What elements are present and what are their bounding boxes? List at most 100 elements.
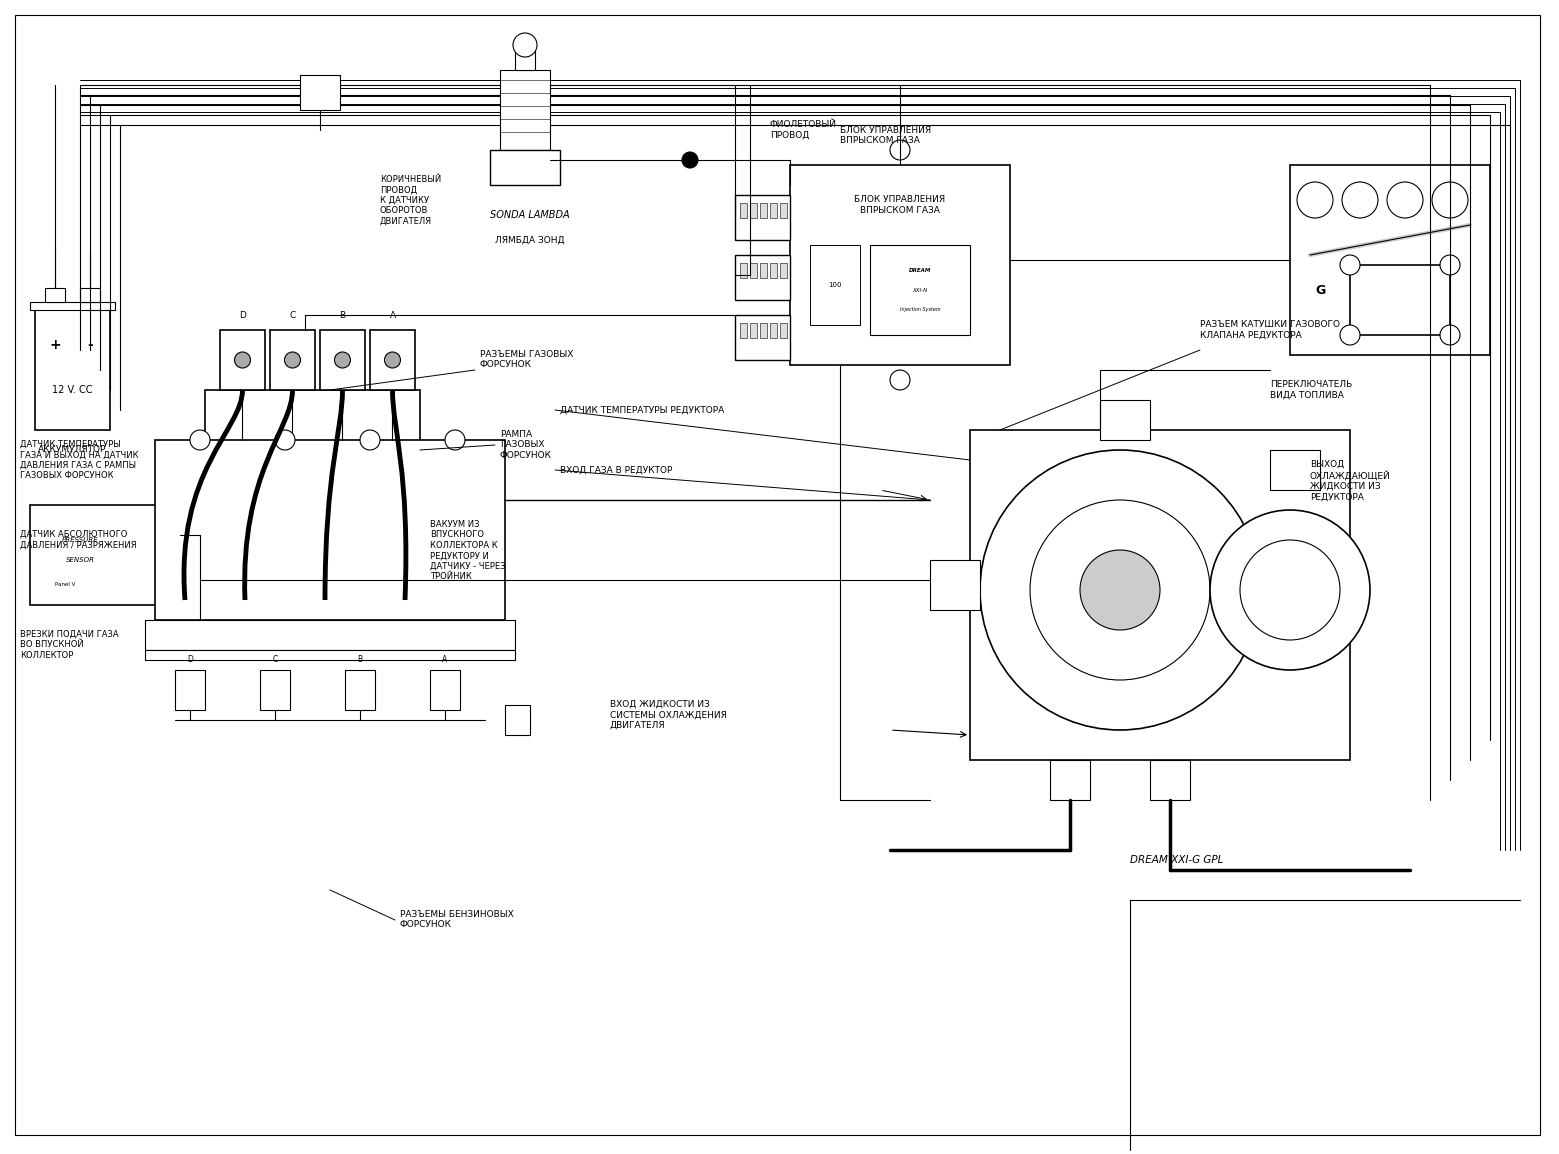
Bar (1151, 760, 1190, 800)
Text: ПЕРЕКЛЮЧАТЕЛЬ
ВИДА ТОПЛИВА: ПЕРЕКЛЮЧАТЕЛЬ ВИДА ТОПЛИВА (1271, 380, 1352, 399)
Bar (750, 203, 758, 218)
Bar (811, 245, 861, 325)
Bar (154, 440, 505, 620)
Bar (870, 245, 970, 335)
Circle shape (1239, 540, 1341, 640)
Bar (505, 705, 530, 735)
Bar (220, 330, 265, 390)
Circle shape (444, 430, 465, 450)
Circle shape (284, 352, 301, 368)
Text: SENSOR: SENSOR (65, 557, 95, 563)
Bar (780, 323, 787, 338)
Text: РАЗЪЕМЫ ГАЗОВЫХ
ФОРСУНОК: РАЗЪЕМЫ ГАЗОВЫХ ФОРСУНОК (480, 350, 574, 369)
Text: C: C (273, 655, 278, 665)
Circle shape (1433, 182, 1469, 218)
Bar (45, 288, 65, 302)
Bar (741, 263, 747, 278)
Text: РАМПА
ГАЗОВЫХ
ФОРСУНОК: РАМПА ГАЗОВЫХ ФОРСУНОК (500, 430, 552, 459)
Bar (145, 620, 514, 650)
Circle shape (890, 370, 910, 390)
Bar (759, 323, 767, 338)
Text: РАЗЪЕМЫ БЕНЗИНОВЫХ
ФОРСУНОК: РАЗЪЕМЫ БЕНЗИНОВЫХ ФОРСУНОК (401, 911, 514, 929)
Bar (770, 263, 776, 278)
Circle shape (1441, 255, 1459, 275)
Text: ЛЯМБДА ЗОНД: ЛЯМБДА ЗОНД (496, 235, 564, 245)
Text: ДАТЧИК ТЕМПЕРАТУРЫ РЕДУКТОРА: ДАТЧИК ТЕМПЕРАТУРЫ РЕДУКТОРА (560, 405, 725, 414)
Text: КОРИЧНЕВЫЙ
ПРОВОД
К ДАТЧИКУ
ОБОРОТОВ
ДВИГАТЕЛЯ: КОРИЧНЕВЫЙ ПРОВОД К ДАТЧИКУ ОБОРОТОВ ДВИ… (380, 175, 441, 225)
Text: A: A (443, 655, 447, 665)
Bar (270, 330, 315, 390)
Circle shape (1341, 325, 1359, 345)
Text: PRESSURE: PRESSURE (62, 537, 98, 544)
Text: РАЗЪЕМ КАТУШКИ ГАЗОВОГО
КЛАПАНА РЕДУКТОРА: РАЗЪЕМ КАТУШКИ ГАЗОВОГО КЛАПАНА РЕДУКТОР… (1200, 320, 1341, 339)
Bar (260, 670, 290, 710)
Circle shape (1388, 182, 1423, 218)
Bar (430, 670, 460, 710)
Circle shape (234, 352, 251, 368)
Text: ДАТЧИК ТЕМПЕРАТУРЫ
ГАЗА И ВЫХОД НА ДАТЧИК
ДАВЛЕНИЯ ГАЗА С РАМПЫ
ГАЗОВЫХ ФОРСУНОК: ДАТЧИК ТЕМПЕРАТУРЫ ГАЗА И ВЫХОД НА ДАТЧИ… (20, 440, 139, 480)
Circle shape (1080, 550, 1160, 630)
Bar (770, 203, 776, 218)
Bar (320, 330, 365, 390)
Bar (345, 670, 376, 710)
Bar (1289, 165, 1490, 355)
Text: -: - (87, 338, 94, 352)
Text: Panel V: Panel V (55, 583, 75, 587)
Circle shape (681, 152, 698, 168)
Bar (780, 203, 787, 218)
Bar (759, 203, 767, 218)
Bar (30, 302, 115, 310)
Text: DREAM: DREAM (909, 268, 931, 272)
Bar (514, 50, 535, 70)
Bar (1101, 400, 1151, 440)
Circle shape (1341, 255, 1359, 275)
Text: БЛОК УПРАВЛЕНИЯ
ВПРЫСКОМ ГАЗА: БЛОК УПРАВЛЕНИЯ ВПРЫСКОМ ГАЗА (854, 195, 946, 215)
Bar (204, 390, 419, 510)
Circle shape (1030, 500, 1210, 680)
Circle shape (360, 430, 380, 450)
Text: XXI-N: XXI-N (912, 287, 928, 292)
Circle shape (1210, 510, 1370, 670)
Text: Injection System: Injection System (900, 307, 940, 313)
Text: 12 V. CC: 12 V. CC (53, 385, 92, 395)
Bar (750, 263, 758, 278)
Bar (780, 263, 787, 278)
Bar (741, 203, 747, 218)
Bar (175, 670, 204, 710)
Circle shape (981, 450, 1260, 730)
Text: БЛОК УПРАВЛЕНИЯ
ВПРЫСКОМ ГАЗА: БЛОК УПРАВЛЕНИЯ ВПРЫСКОМ ГАЗА (840, 126, 931, 145)
Text: C: C (290, 310, 296, 320)
Circle shape (890, 140, 910, 160)
Circle shape (1342, 182, 1378, 218)
Text: SONDA LAMBDA: SONDA LAMBDA (490, 210, 569, 220)
Bar (750, 323, 758, 338)
Bar (734, 315, 790, 360)
Bar (759, 263, 767, 278)
Circle shape (1297, 182, 1333, 218)
Bar (490, 150, 560, 185)
Text: ФИОЛЕТОВЫЙ
ПРОВОД: ФИОЛЕТОВЫЙ ПРОВОД (770, 120, 837, 140)
Text: DREAM XXI-G GPL: DREAM XXI-G GPL (1130, 855, 1224, 866)
Text: АККУМУЛЯТОР: АККУМУЛЯТОР (39, 445, 106, 455)
Bar (145, 650, 514, 660)
Bar (790, 165, 1010, 365)
Bar (179, 580, 195, 600)
Bar (734, 255, 790, 300)
Text: ВРЕЗКИ ПОДАЧИ ГАЗА
ВО ВПУСКНОЙ
КОЛЛЕКТОР: ВРЕЗКИ ПОДАЧИ ГАЗА ВО ВПУСКНОЙ КОЛЛЕКТОР (20, 630, 118, 660)
Text: ВАКУУМ ИЗ
ВПУСКНОГО
КОЛЛЕКТОРА К
РЕДУКТОРУ И
ДАТЧИКУ - ЧЕРЕЗ
ТРОЙНИК: ВАКУУМ ИЗ ВПУСКНОГО КОЛЛЕКТОРА К РЕДУКТО… (430, 520, 505, 580)
Text: A: A (390, 310, 396, 320)
Bar (179, 525, 195, 545)
Bar (299, 75, 340, 110)
Circle shape (274, 430, 295, 450)
Bar (931, 560, 981, 610)
Text: +: + (50, 338, 61, 352)
Text: B: B (357, 655, 363, 665)
Bar (369, 330, 415, 390)
Bar (34, 310, 111, 430)
Bar (1350, 265, 1450, 335)
Circle shape (190, 430, 210, 450)
Bar (970, 430, 1350, 760)
Bar (179, 555, 195, 575)
Text: G: G (1314, 284, 1325, 297)
Circle shape (335, 352, 351, 368)
